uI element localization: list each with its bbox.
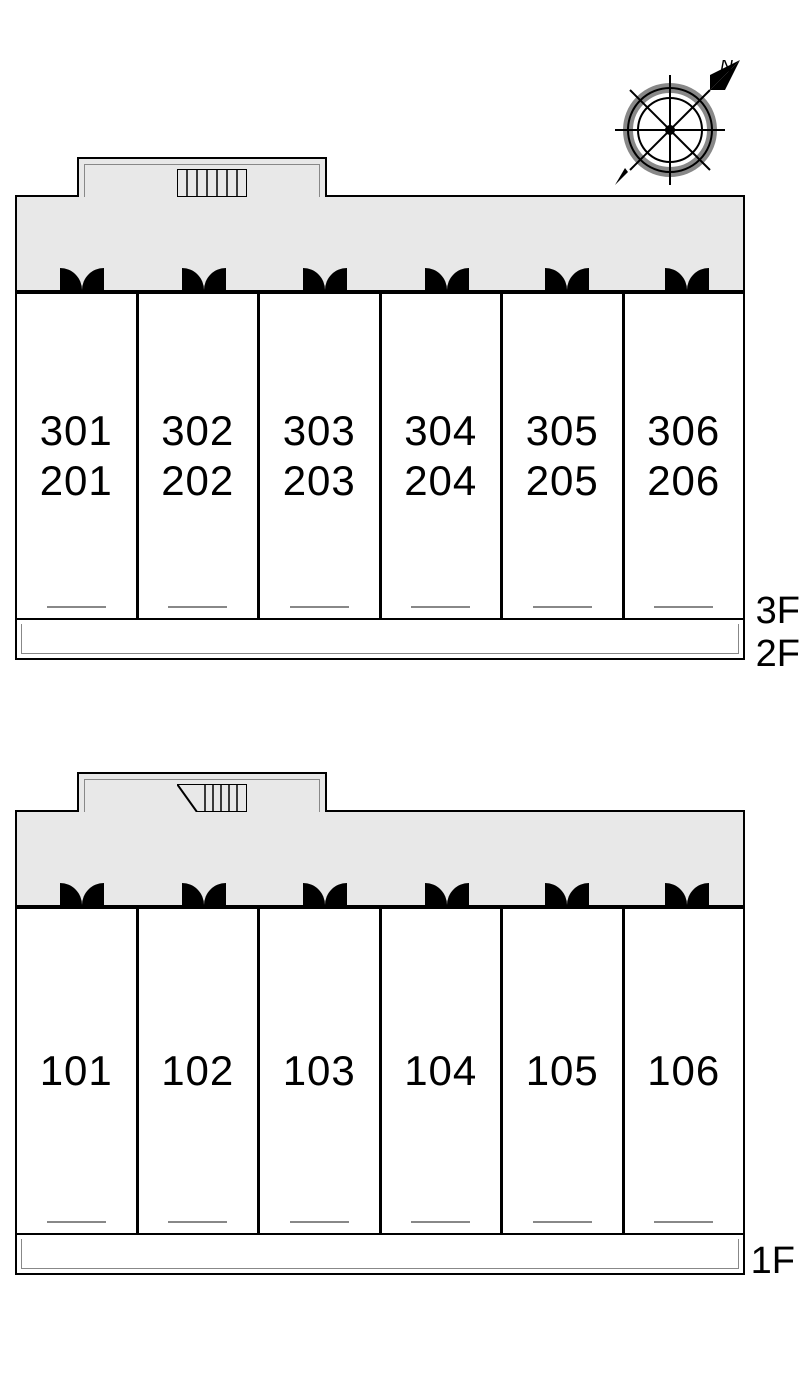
unit-number: 103 <box>283 1046 356 1096</box>
balcony-line <box>290 1221 349 1223</box>
unit-number: 206 <box>647 456 720 506</box>
stairs-icon-upper <box>177 169 247 197</box>
door-icon <box>417 260 477 290</box>
floor-label: 3F <box>756 590 800 633</box>
unit-number: 101 <box>40 1046 113 1096</box>
stairs-icon-lower <box>177 784 247 812</box>
floor-label-3f2f: 3F 2F <box>756 590 800 676</box>
unit-cell: 106 <box>625 905 744 1235</box>
corridor-lower <box>15 810 745 905</box>
balcony-line <box>411 1221 470 1223</box>
unit-number: 304 <box>404 406 477 456</box>
unit-cell: 306 206 <box>625 290 744 620</box>
floor-label-1f: 1F <box>751 1240 795 1283</box>
unit-number: 305 <box>526 406 599 456</box>
unit-number: 102 <box>161 1046 234 1096</box>
unit-cell: 101 <box>17 905 139 1235</box>
balcony-line <box>47 1221 106 1223</box>
door-icon <box>174 260 234 290</box>
door-icon <box>657 875 717 905</box>
floor-label: 2F <box>756 633 800 676</box>
unit-cell: 105 <box>503 905 625 1235</box>
unit-cell: 301 201 <box>17 290 139 620</box>
door-icon <box>657 260 717 290</box>
floorplan-upper-block: 301 201 302 202 303 203 304 204 305 205 … <box>15 195 745 660</box>
balcony-slab-lower <box>15 1235 745 1275</box>
balcony-line <box>168 1221 227 1223</box>
corridor-upper <box>15 195 745 290</box>
unit-cell: 102 <box>139 905 261 1235</box>
door-icon <box>295 260 355 290</box>
unit-number: 306 <box>647 406 720 456</box>
unit-number: 205 <box>526 456 599 506</box>
unit-number: 202 <box>161 456 234 506</box>
unit-number: 301 <box>40 406 113 456</box>
compass-n-label: N <box>720 60 734 76</box>
unit-number: 201 <box>40 456 113 506</box>
unit-cell: 305 205 <box>503 290 625 620</box>
door-icon <box>52 875 112 905</box>
balcony-line <box>654 1221 713 1223</box>
balcony-line <box>654 606 713 608</box>
doors-row-upper <box>17 255 743 290</box>
floorplan-lower-block: 101 102 103 104 105 106 1F <box>15 810 745 1275</box>
door-icon <box>537 260 597 290</box>
compass-icon: N <box>600 60 740 200</box>
floor-label: 1F <box>751 1240 795 1283</box>
balcony-line <box>533 606 592 608</box>
door-icon <box>174 875 234 905</box>
balcony-line <box>411 606 470 608</box>
doors-row-lower <box>17 870 743 905</box>
unit-number: 203 <box>283 456 356 506</box>
unit-number: 303 <box>283 406 356 456</box>
door-icon <box>537 875 597 905</box>
door-icon <box>295 875 355 905</box>
unit-cell: 303 203 <box>260 290 382 620</box>
unit-number: 104 <box>404 1046 477 1096</box>
unit-number: 302 <box>161 406 234 456</box>
unit-cell: 103 <box>260 905 382 1235</box>
units-row-lower: 101 102 103 104 105 106 <box>15 905 745 1235</box>
door-icon <box>417 875 477 905</box>
balcony-line <box>533 1221 592 1223</box>
unit-cell: 302 202 <box>139 290 261 620</box>
compass: N <box>600 60 740 200</box>
door-icon <box>52 260 112 290</box>
balcony-line <box>47 606 106 608</box>
balcony-line <box>168 606 227 608</box>
unit-cell: 104 <box>382 905 504 1235</box>
balcony-slab-upper <box>15 620 745 660</box>
unit-number: 106 <box>647 1046 720 1096</box>
units-row-upper: 301 201 302 202 303 203 304 204 305 205 … <box>15 290 745 620</box>
unit-number: 204 <box>404 456 477 506</box>
balcony-line <box>290 606 349 608</box>
unit-number: 105 <box>526 1046 599 1096</box>
unit-cell: 304 204 <box>382 290 504 620</box>
